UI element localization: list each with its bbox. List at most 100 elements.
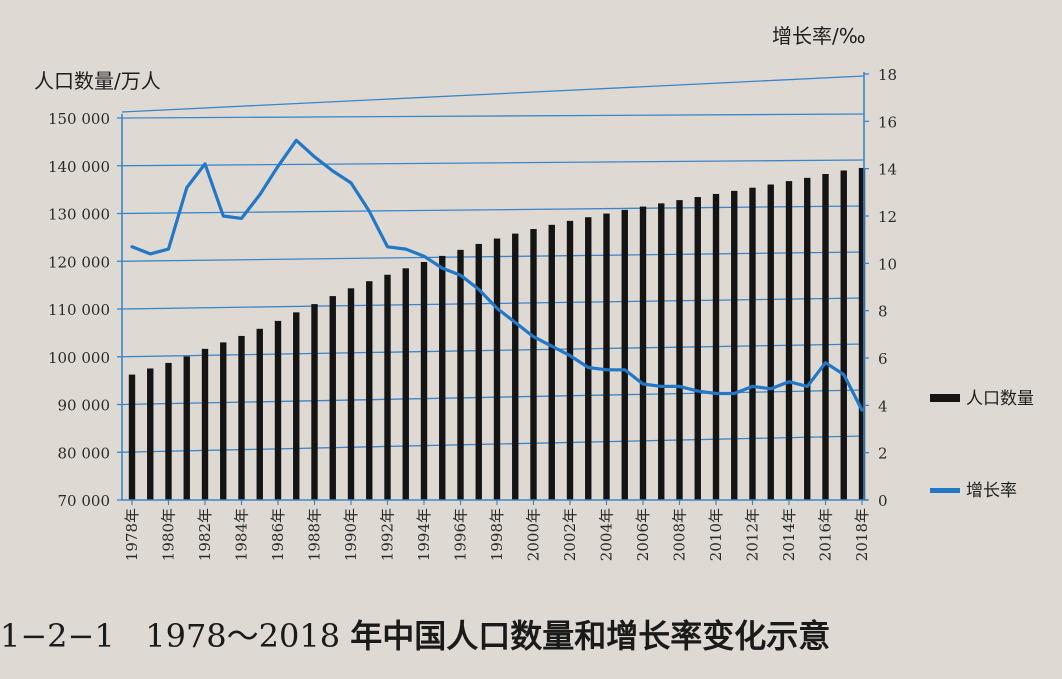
x-tick-label: 2016年: [817, 508, 835, 561]
population-bar: [238, 335, 245, 500]
left-tick-label: 130 000: [48, 206, 110, 224]
gridline: [121, 435, 865, 453]
population-bar: [840, 170, 847, 500]
gridline: [121, 343, 865, 358]
population-bar: [822, 174, 829, 500]
population-bar: [603, 213, 610, 500]
x-tick-label: 1980年: [160, 508, 178, 561]
left-axis-title: 人口数量/万人: [34, 69, 161, 93]
population-bar: [749, 187, 756, 500]
right-tick-label: 18: [878, 66, 897, 84]
population-bar: [366, 281, 373, 500]
gridline: [121, 159, 865, 167]
figure-number: 1−2−1: [0, 617, 115, 655]
population-bar: [548, 224, 555, 501]
population-bar: [220, 342, 227, 500]
population-bar: [658, 203, 665, 500]
population-bar: [512, 233, 519, 500]
population-bars: [128, 167, 866, 501]
population-bar: [858, 167, 866, 500]
population-bar: [183, 356, 190, 500]
figure-caption: 1−2−1 1978～2018 年中国人口数量和增长率变化示意: [0, 606, 1062, 666]
x-tick-label: 1994年: [415, 508, 433, 561]
gridline: [121, 251, 865, 262]
population-bar: [475, 243, 482, 500]
population-bar: [566, 220, 574, 500]
right-tick-label: 12: [878, 208, 897, 226]
right-tick-label: 8: [878, 303, 888, 321]
population-bar: [731, 190, 738, 500]
x-tick-label: 1986年: [269, 508, 287, 561]
gridline: [121, 113, 865, 119]
legend-population-label: 人口数量: [966, 389, 1034, 409]
x-tick-label: 2018年: [853, 508, 871, 561]
right-axis-title: 增长率/‰: [772, 24, 866, 48]
population-bar: [585, 217, 592, 500]
left-tick-label: 70 000: [58, 492, 111, 510]
population-bar: [493, 238, 501, 500]
population-bar: [402, 268, 409, 500]
x-tick-label: 1998年: [488, 508, 506, 561]
population-growth-chart: 人口数量/万人 增长率/‰ 70 000 80 000 90 000 100 000 1…: [34, 24, 1034, 561]
x-tick-label: 2006年: [634, 508, 652, 561]
right-tick-label: 2: [878, 445, 888, 463]
x-tick-label: 2012年: [744, 508, 762, 561]
population-bar: [256, 328, 263, 500]
x-tick-label: 2008年: [671, 508, 689, 561]
population-bar: [621, 209, 628, 500]
x-tick-label: 1996年: [452, 508, 470, 561]
figure-year-range: 1978～2018: [145, 617, 341, 655]
population-bar: [329, 296, 336, 500]
population-bar: [639, 206, 647, 500]
x-tick-label: 1984年: [233, 508, 251, 561]
population-bar: [347, 288, 355, 500]
population-bar: [274, 320, 282, 500]
population-bar: [694, 197, 701, 500]
population-bar: [201, 348, 209, 500]
x-axis-ticks: 1978年 1980年 1982年 1984年 1986年 1988年 1990年 1992年…: [123, 500, 871, 561]
population-bar: [676, 200, 683, 500]
right-tick-label: 10: [878, 255, 897, 273]
x-tick-label: 1992年: [379, 508, 397, 561]
right-tick-label: 4: [878, 397, 888, 415]
left-tick-label: 140 000: [48, 158, 110, 176]
right-tick-label: 0: [878, 492, 888, 510]
x-tick-label: 2000年: [525, 508, 543, 561]
population-bar: [457, 249, 464, 500]
gridline: [121, 75, 865, 113]
population-bar: [293, 312, 300, 500]
population-bar: [785, 181, 793, 500]
population-bar: [128, 374, 136, 500]
population-bar: [439, 255, 446, 500]
x-tick-label: 1982年: [196, 508, 214, 561]
left-tick-label: 120 000: [48, 253, 110, 271]
legend-population-swatch: [930, 394, 960, 402]
population-bar: [384, 274, 391, 500]
legend-growth-swatch: [930, 488, 960, 493]
growth-rate-line-layer: [130, 138, 864, 412]
x-tick-label: 1990年: [342, 508, 360, 561]
left-tick-label: 100 000: [48, 349, 110, 367]
population-bar: [311, 304, 318, 500]
x-tick-label: 1978年: [123, 508, 141, 561]
figure-title: 年中国人口数量和增长率变化示意: [350, 617, 831, 655]
left-tick-label: 150 000: [48, 110, 110, 128]
x-tick-label: 2002年: [561, 508, 579, 561]
axes: [121, 72, 868, 501]
right-tick-label: 14: [878, 161, 897, 179]
legend-growth-label: 增长率: [966, 481, 1017, 501]
population-bar: [530, 229, 537, 500]
right-tick-label: 6: [878, 350, 888, 368]
right-axis-ticks: 0 2 4 6 8 10 12 14 16 18: [864, 66, 897, 510]
population-bar: [767, 184, 774, 500]
population-bar: [165, 362, 172, 500]
population-bar: [147, 368, 154, 500]
left-tick-label: 110 000: [48, 301, 110, 319]
growth-rate-line: [130, 138, 864, 412]
population-bar: [420, 261, 428, 500]
x-tick-label: 1988年: [306, 508, 324, 561]
legend: 人口数量 增长率: [930, 389, 1034, 501]
left-tick-label: 80 000: [58, 444, 111, 462]
x-tick-label: 2004年: [598, 508, 616, 561]
left-tick-label: 90 000: [58, 397, 111, 415]
